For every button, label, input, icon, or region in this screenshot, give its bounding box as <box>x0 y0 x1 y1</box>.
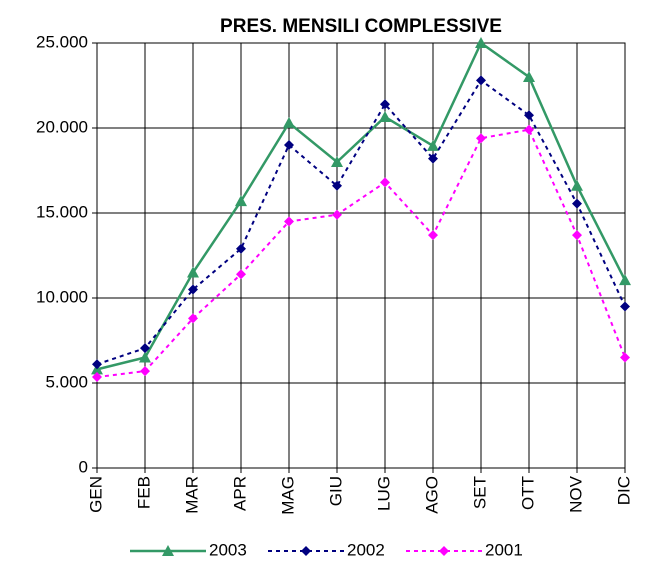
chart-title: PRES. MENSILI COMPLESSIVE <box>220 16 502 37</box>
marker <box>380 177 390 188</box>
legend-label: 2001 <box>485 540 523 559</box>
marker <box>332 180 342 191</box>
marker <box>476 133 486 144</box>
legend-marker <box>301 546 311 556</box>
x-tick-label: LUG <box>374 476 393 511</box>
x-tick-label: AGO <box>422 476 441 514</box>
marker <box>524 124 534 135</box>
marker <box>428 153 438 164</box>
marker <box>427 139 439 151</box>
y-tick-label: 5.000 <box>45 372 88 391</box>
marker <box>139 351 151 363</box>
marker <box>283 116 295 128</box>
marker <box>379 110 391 122</box>
marker <box>236 243 246 254</box>
marker <box>475 37 487 48</box>
x-tick-label: DIC <box>614 476 633 505</box>
plot-border <box>96 42 626 469</box>
marker <box>188 284 198 295</box>
marker <box>523 71 535 82</box>
x-tick-label: SET <box>470 476 489 509</box>
x-tick-label: MAG <box>278 476 297 515</box>
marker <box>572 230 582 241</box>
marker <box>140 366 150 377</box>
x-tick-label: FEB <box>134 476 153 509</box>
marker <box>284 216 294 227</box>
marker <box>92 359 102 370</box>
marker <box>332 209 342 220</box>
marker <box>571 179 583 191</box>
series-line <box>96 128 626 379</box>
marker <box>92 372 102 383</box>
x-tick-label: GEN <box>86 476 105 513</box>
marker <box>620 352 630 363</box>
x-tick-label: OTT <box>518 476 537 510</box>
legend-marker <box>162 545 174 556</box>
marker <box>524 110 534 121</box>
legend-label: 2002 <box>347 540 385 559</box>
x-tick-label: NOV <box>566 475 585 513</box>
y-tick-label: 10.000 <box>36 287 88 306</box>
y-tick-label: 15.000 <box>36 202 88 221</box>
marker <box>572 198 582 209</box>
x-tick-label: APR <box>230 476 249 511</box>
legend-label: 2003 <box>209 540 247 559</box>
series-line <box>96 78 626 366</box>
x-tick-label: MAR <box>182 476 201 514</box>
marker <box>476 75 486 86</box>
marker <box>331 156 343 167</box>
marker <box>235 195 247 207</box>
marker <box>140 343 150 354</box>
y-tick-label: 20.000 <box>36 117 88 136</box>
y-tick-label: 0 <box>79 457 88 476</box>
marker <box>187 266 199 278</box>
marker <box>428 230 438 241</box>
series-line <box>96 41 627 371</box>
marker <box>188 313 198 324</box>
y-tick-label: 25.000 <box>36 32 88 51</box>
marker <box>619 274 631 286</box>
x-tick-label: GIU <box>326 476 345 506</box>
marker <box>284 140 294 150</box>
marker <box>236 269 246 280</box>
legend-marker <box>439 546 449 556</box>
marker <box>380 99 390 110</box>
marker <box>620 301 630 312</box>
